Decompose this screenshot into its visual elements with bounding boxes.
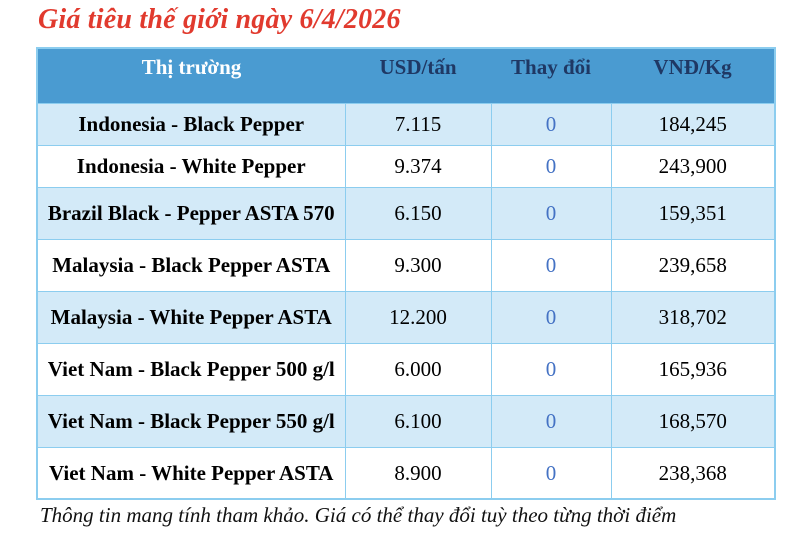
change-cell: 0	[490, 446, 612, 500]
market-cell: Malaysia - White Pepper ASTA	[36, 290, 346, 344]
table-row: Malaysia - White Pepper ASTA 12.200 0 31…	[36, 290, 776, 344]
vnd-cell: 184,245	[610, 102, 776, 146]
change-cell: 0	[490, 144, 612, 188]
market-cell: Brazil Black - Pepper ASTA 570	[36, 186, 346, 240]
usd-cell: 9.374	[344, 144, 492, 188]
column-header-market: Thị trường	[37, 48, 345, 103]
column-header-change: Thay đổi	[491, 48, 611, 103]
change-cell: 0	[490, 394, 612, 448]
vnd-cell: 243,900	[610, 144, 776, 188]
vnd-cell: 318,702	[610, 290, 776, 344]
column-header-usd: USD/tấn	[345, 48, 491, 103]
vnd-cell: 239,658	[610, 238, 776, 292]
change-cell: 0	[490, 102, 612, 146]
usd-cell: 7.115	[344, 102, 492, 146]
table-row: Viet Nam - Black Pepper 550 g/l 6.100 0 …	[36, 394, 776, 448]
vnd-cell: 238,368	[610, 446, 776, 500]
vnd-cell: 165,936	[610, 342, 776, 396]
usd-cell: 6.150	[344, 186, 492, 240]
table-header-row: Thị trường USD/tấn Thay đổi VNĐ/Kg	[37, 48, 775, 103]
vnd-cell: 159,351	[610, 186, 776, 240]
table-row: Viet Nam - White Pepper ASTA 8.900 0 238…	[36, 446, 776, 500]
table-row: Brazil Black - Pepper ASTA 570 6.150 0 1…	[36, 186, 776, 240]
change-cell: 0	[490, 186, 612, 240]
table-row: Viet Nam - Black Pepper 500 g/l 6.000 0 …	[36, 342, 776, 396]
usd-cell: 8.900	[344, 446, 492, 500]
table-row: Indonesia - White Pepper 9.374 0 243,900	[36, 144, 776, 188]
table-row: Malaysia - Black Pepper ASTA 9.300 0 239…	[36, 238, 776, 292]
market-cell: Indonesia - White Pepper	[36, 144, 346, 188]
table-row: Indonesia - Black Pepper 7.115 0 184,245	[36, 102, 776, 146]
disclaimer-note: Thông tin mang tính tham khảo. Giá có th…	[40, 503, 677, 527]
page-title: Giá tiêu thế giới ngày 6/4/2026	[38, 4, 401, 35]
market-cell: Malaysia - Black Pepper ASTA	[36, 238, 346, 292]
pepper-price-table: Thị trường USD/tấn Thay đổi VNĐ/Kg Indon…	[36, 47, 776, 500]
change-cell: 0	[490, 238, 612, 292]
market-cell: Viet Nam - White Pepper ASTA	[36, 446, 346, 500]
usd-cell: 12.200	[344, 290, 492, 344]
market-cell: Viet Nam - Black Pepper 550 g/l	[36, 394, 346, 448]
market-cell: Viet Nam - Black Pepper 500 g/l	[36, 342, 346, 396]
market-cell: Indonesia - Black Pepper	[36, 102, 346, 146]
vnd-cell: 168,570	[610, 394, 776, 448]
change-cell: 0	[490, 342, 612, 396]
usd-cell: 6.100	[344, 394, 492, 448]
change-cell: 0	[490, 290, 612, 344]
usd-cell: 6.000	[344, 342, 492, 396]
column-header-vnd: VNĐ/Kg	[611, 48, 775, 103]
usd-cell: 9.300	[344, 238, 492, 292]
